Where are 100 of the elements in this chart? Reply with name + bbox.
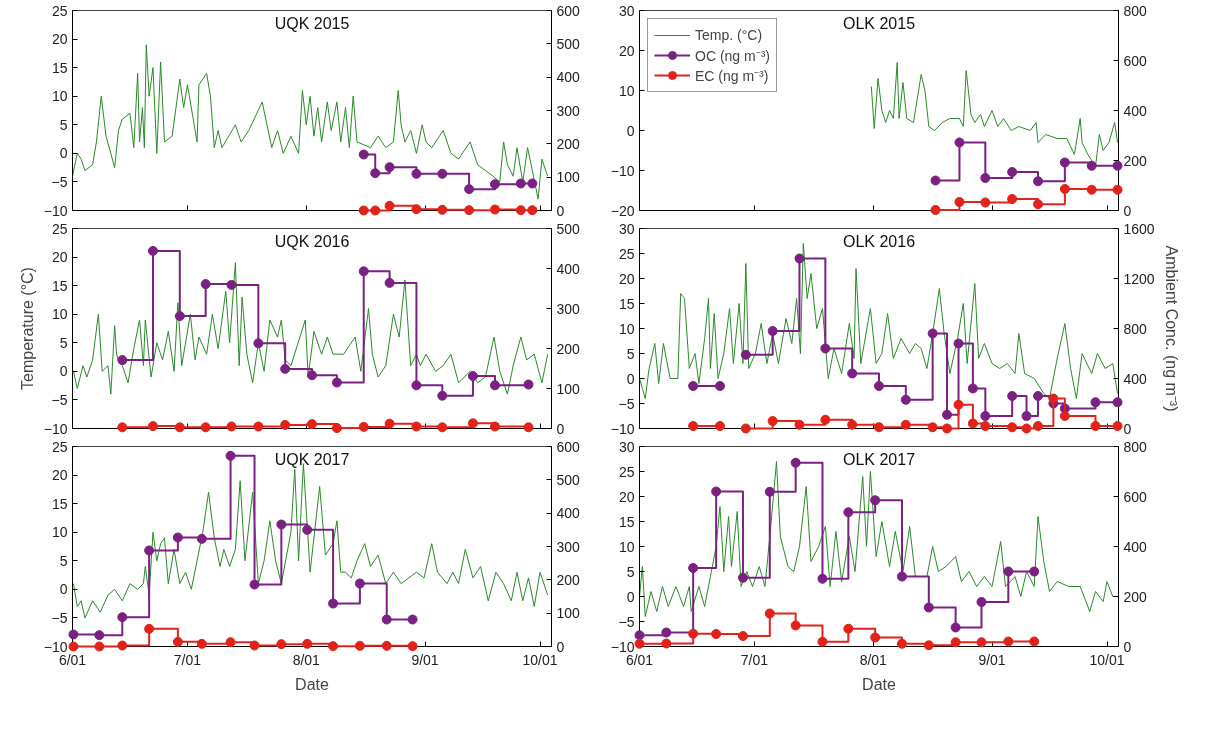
y-tick-label: 0 xyxy=(626,588,635,605)
y2-tick-label: 0 xyxy=(1123,202,1132,219)
y2-tick-label: 1600 xyxy=(1123,220,1155,237)
y2-tick-label: 400 xyxy=(1123,538,1148,555)
y-tick-label: −10 xyxy=(43,202,68,219)
y-tick-label: 15 xyxy=(618,513,635,530)
x-tick-label: 9/01 xyxy=(411,651,439,668)
y2-tick-label: 200 xyxy=(556,571,581,588)
y-tick-label: 30 xyxy=(618,2,635,19)
y2-tick-label: 200 xyxy=(1123,152,1148,169)
y2-tick-label: 200 xyxy=(556,135,581,152)
y-tick-label: 20 xyxy=(618,270,635,287)
y-tick-label: 20 xyxy=(51,31,68,48)
legend-label: Temp. (°C) xyxy=(695,27,763,43)
x-axis-title: Date xyxy=(295,675,329,693)
chart-title: OLK 2015 xyxy=(842,14,916,32)
y2-tick-label: 0 xyxy=(1123,638,1132,655)
y2-tick-label: 0 xyxy=(556,420,565,437)
y-tick-label: 10 xyxy=(51,524,68,541)
x-axis-title: Date xyxy=(862,675,896,693)
x-tick-label: 9/01 xyxy=(978,651,1006,668)
y2-tick-label: 0 xyxy=(556,202,565,219)
y-tick-label: 15 xyxy=(51,277,68,294)
y-tick-label: 10 xyxy=(51,306,68,323)
y-tick-label: 5 xyxy=(59,116,68,133)
y-tick-label: 15 xyxy=(51,59,68,76)
y2-tick-label: 800 xyxy=(1123,2,1148,19)
y-tick-label: 0 xyxy=(59,581,68,598)
y-tick-label: 10 xyxy=(618,320,635,337)
y-tick-label: −5 xyxy=(618,613,635,630)
y-tick-label: 25 xyxy=(618,245,635,262)
y-tick-label: 0 xyxy=(626,122,635,139)
chart-title: OLK 2016 xyxy=(842,232,916,250)
x-tick-label: 8/01 xyxy=(292,651,321,668)
y-tick-label: −5 xyxy=(51,391,68,408)
y-tick-label: 10 xyxy=(618,538,635,555)
y2-axis-title: Ambient Conc. (ng m⁻³) xyxy=(1162,245,1180,412)
y-tick-label: −20 xyxy=(610,202,635,219)
y-tick-label: 15 xyxy=(51,495,68,512)
y2-tick-label: 400 xyxy=(1123,370,1148,387)
y-tick-label: 25 xyxy=(51,438,68,455)
y-tick-label: 0 xyxy=(59,145,68,162)
y2-tick-label: 300 xyxy=(556,300,581,317)
y2-tick-label: 600 xyxy=(1123,52,1148,69)
y2-tick-label: 300 xyxy=(556,538,581,555)
y2-tick-label: 400 xyxy=(556,505,581,522)
y-tick-label: 5 xyxy=(59,334,68,351)
y-tick-label: 20 xyxy=(618,42,635,59)
y2-tick-label: 600 xyxy=(556,2,581,19)
x-tick-label: 10/01 xyxy=(522,651,558,668)
y-tick-label: 5 xyxy=(59,552,68,569)
y2-tick-label: 400 xyxy=(556,260,581,277)
y-tick-label: 15 xyxy=(618,295,635,312)
y2-tick-label: 0 xyxy=(1123,420,1132,437)
y-tick-label: 0 xyxy=(59,363,68,380)
y-tick-label: 30 xyxy=(618,438,635,455)
y-tick-label: 20 xyxy=(51,249,68,266)
y-tick-label: −5 xyxy=(51,173,68,190)
y2-tick-label: 800 xyxy=(1123,438,1148,455)
y-tick-label: −10 xyxy=(610,420,635,437)
y-tick-label: 0 xyxy=(626,370,635,387)
y2-tick-label: 200 xyxy=(556,340,581,357)
y2-tick-label: 200 xyxy=(1123,588,1148,605)
y2-tick-label: 100 xyxy=(556,169,581,186)
chart-title: UQK 2015 xyxy=(274,14,350,32)
y2-tick-label: 0 xyxy=(556,638,565,655)
y-tick-label: 10 xyxy=(51,88,68,105)
x-tick-label: 10/01 xyxy=(1089,651,1125,668)
y-tick-label: 5 xyxy=(626,345,635,362)
y2-tick-label: 500 xyxy=(556,471,581,488)
y2-tick-label: 1200 xyxy=(1123,270,1155,287)
y-tick-label: −10 xyxy=(43,420,68,437)
chart-title: UQK 2017 xyxy=(274,450,350,468)
y-tick-label: 10 xyxy=(618,82,635,99)
x-tick-label: 8/01 xyxy=(859,651,888,668)
y2-tick-label: 500 xyxy=(556,220,581,237)
y2-tick-label: 500 xyxy=(556,35,581,52)
y-tick-label: 30 xyxy=(618,220,635,237)
x-tick-label: 7/01 xyxy=(740,651,769,668)
chart-title: UQK 2016 xyxy=(274,232,350,250)
legend-label: EC (ng m⁻³) xyxy=(695,66,769,85)
y2-tick-label: 300 xyxy=(556,102,581,119)
y-tick-label: −5 xyxy=(51,609,68,626)
legend-label: OC (ng m⁻³) xyxy=(695,46,770,65)
y-tick-label: 5 xyxy=(626,563,635,580)
y-tick-label: 20 xyxy=(51,467,68,484)
y2-tick-label: 600 xyxy=(556,438,581,455)
chart-title: OLK 2017 xyxy=(842,450,916,468)
y2-tick-label: 100 xyxy=(556,605,581,622)
y2-tick-label: 400 xyxy=(1123,102,1148,119)
y-tick-label: 25 xyxy=(618,463,635,480)
y2-tick-label: 400 xyxy=(556,69,581,86)
y2-tick-label: 100 xyxy=(556,380,581,397)
y-tick-label: 25 xyxy=(51,220,68,237)
x-tick-label: 7/01 xyxy=(173,651,202,668)
y2-tick-label: 600 xyxy=(1123,488,1148,505)
y-tick-label: 25 xyxy=(51,2,68,19)
y-tick-label: 20 xyxy=(618,488,635,505)
y-tick-label: −5 xyxy=(618,395,635,412)
y-axis-title: Temperature (°C) xyxy=(18,267,36,390)
